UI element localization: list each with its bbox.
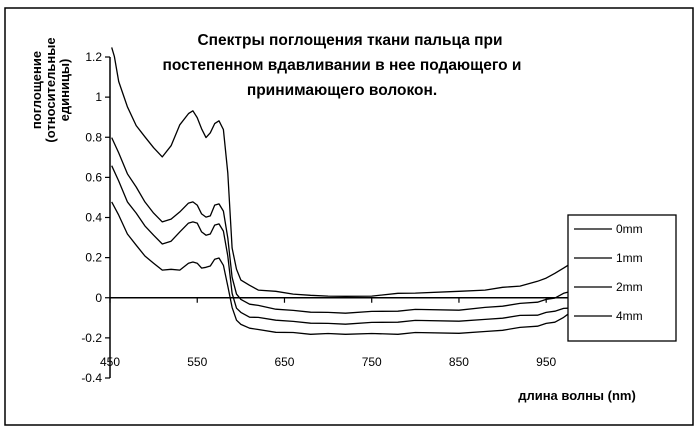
y-axis-title-line-2: (относительные xyxy=(43,37,58,142)
y-tick-label: -0.2 xyxy=(81,331,102,345)
y-axis-title-line-3: единицы) xyxy=(57,59,72,122)
chart-title-line-1: Спектры поглощения ткани пальца при xyxy=(197,32,502,49)
y-tick-label: 1.2 xyxy=(85,50,102,64)
y-tick-label: 0.8 xyxy=(85,130,102,144)
y-tick-label: -0.4 xyxy=(81,371,102,385)
x-axis-title: длина волны (nm) xyxy=(518,388,636,403)
chart-title-line-3: принимающего волокон. xyxy=(247,82,437,99)
x-tick-label: 650 xyxy=(274,355,294,369)
chart-title-line-2: постепенном вдавливании в нее подающего … xyxy=(163,57,522,74)
legend-label-2mm: 2mm xyxy=(616,280,643,294)
x-tick-label: 550 xyxy=(187,355,207,369)
y-tick-label: 0 xyxy=(95,291,102,305)
legend-label-0mm: 0mm xyxy=(616,222,643,236)
x-tick-label: 750 xyxy=(362,355,382,369)
y-tick-label: 0.4 xyxy=(85,211,102,225)
x-tick-label: 950 xyxy=(536,355,556,369)
x-tick-label: 450 xyxy=(100,355,120,369)
legend-label-1mm: 1mm xyxy=(616,251,643,265)
legend-label-4mm: 4mm xyxy=(616,309,643,323)
y-axis-title-line-1: поглощение xyxy=(29,51,44,129)
y-tick-label: 0.6 xyxy=(85,170,102,184)
x-tick-label: 850 xyxy=(449,355,469,369)
y-tick-label: 1 xyxy=(95,90,102,104)
legend: 0mm 1mm 2mm 4mm xyxy=(568,215,676,341)
y-tick-label: 0.2 xyxy=(85,251,102,265)
